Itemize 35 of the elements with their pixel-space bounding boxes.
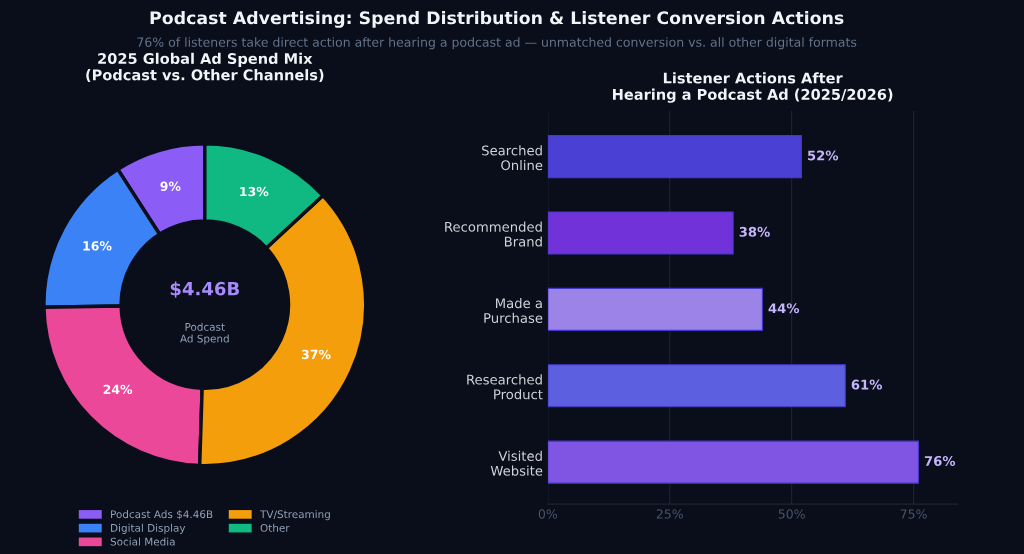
bar <box>547 211 734 255</box>
x-tick-label: 50% <box>778 509 805 519</box>
x-tick-label: 25% <box>656 509 683 519</box>
x-tick-label: 0% <box>538 509 558 519</box>
bar <box>547 440 919 484</box>
legend-label: TV/Streaming <box>259 510 330 521</box>
bar <box>547 287 763 331</box>
text: Podcast Ad Spend <box>180 322 229 345</box>
text: $4.46B <box>170 281 239 298</box>
data-label: 16% <box>83 241 112 251</box>
y-tick-label: Made a Purchase <box>484 297 543 323</box>
data-label: 76% <box>924 455 956 466</box>
legend-label: Social Media <box>110 537 175 546</box>
legend-label: Other <box>260 523 290 532</box>
y-tick-label: Visited Website <box>490 450 543 476</box>
bar <box>547 364 846 408</box>
legend-label: Podcast Ads $4.46B <box>111 510 213 520</box>
data-label: 61% <box>851 379 883 390</box>
legend-label: Digital Display <box>111 523 186 534</box>
data-label: 13% <box>240 186 269 197</box>
data-label: 24% <box>103 384 133 395</box>
y-tick-label: Recommended Brand <box>445 221 542 247</box>
data-label: 52% <box>807 150 839 161</box>
data-label: 9% <box>160 181 181 191</box>
chart-title: 2025 Global Ad Spend Mix (Podcast vs. Other Channels) <box>86 52 324 83</box>
data-label: 38% <box>739 226 770 237</box>
y-tick-label: Researched Product <box>467 374 543 400</box>
bar <box>547 135 802 179</box>
text: Podcast Advertising: Spend Distribution & Listener Conversion Actions <box>150 10 844 28</box>
chart-title: Listener Actions After Hearing a Podcast Ad (2025/2026) <box>613 72 893 103</box>
x-tick-label: 75% <box>900 509 927 519</box>
data-label: 44% <box>768 303 800 314</box>
y-tick-label: Searched Online <box>482 145 543 171</box>
data-label: 37% <box>301 349 331 360</box>
text: 76% of listeners take direct action after hearing a podcast ad — unmatched conversion vs. all other digital formats <box>137 37 857 50</box>
